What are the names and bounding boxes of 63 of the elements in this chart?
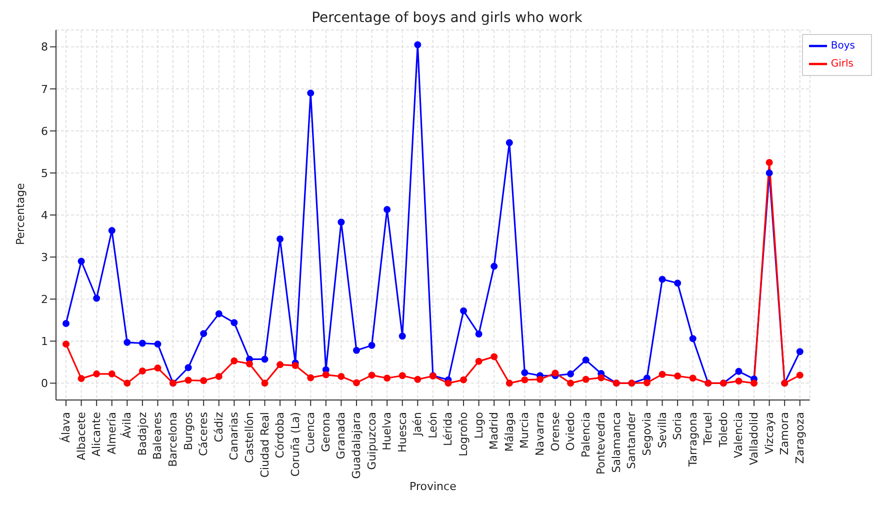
y-tick-label: 2 — [41, 292, 48, 306]
x-tick-label: Coruña (La) — [288, 412, 302, 477]
y-tick-label: 5 — [41, 166, 48, 180]
x-tick-label: Lugo — [472, 412, 486, 439]
x-axis-title: Province — [410, 480, 457, 493]
x-tick-label: Huesca — [396, 412, 409, 453]
x-tick-label: Sevilla — [656, 412, 669, 448]
y-axis-title: Percentage — [14, 182, 27, 245]
x-tick-label: Logroño — [457, 412, 470, 456]
x-tick-label: Guadalajara — [350, 412, 363, 479]
chart-title: Percentage of boys and girls who work — [310, 9, 584, 28]
legend-label: Girls — [830, 58, 854, 70]
y-tick-label: 0 — [41, 377, 48, 390]
x-tick-label: Teruel — [702, 412, 715, 446]
x-tick-label: Navarra — [533, 412, 546, 456]
y-tick-label: 4 — [41, 208, 48, 222]
x-tick-label: Almería — [105, 412, 118, 454]
x-tick-label: Granada — [334, 412, 348, 460]
x-tick-label: Ciudad Real — [258, 412, 272, 478]
x-tick-label: Murcia — [518, 412, 532, 449]
x-tick-label: Toledo — [716, 412, 730, 448]
x-tick-label: Guipuzcoa — [365, 412, 378, 470]
x-tick-label: Pontevedra — [594, 412, 608, 475]
y-tick-label: 7 — [41, 82, 48, 96]
x-tick-label: Segovia — [640, 412, 654, 456]
x-tick-label: Canarias — [228, 412, 241, 460]
x-tick-label: Oviedo — [564, 412, 578, 451]
x-tick-label: Cáceres — [197, 412, 210, 456]
x-tick-label: Cádiz — [212, 412, 226, 442]
x-tick-label: Barcelona — [166, 412, 180, 467]
x-tick-label: Gerona — [319, 412, 332, 452]
x-tick-label: Cuenca — [304, 412, 318, 454]
x-tick-label: Salamanca — [610, 412, 623, 473]
x-tick-label: Ávila — [120, 412, 134, 438]
x-tick-label: Madrid — [488, 412, 501, 450]
x-tick-label: Álava — [58, 412, 72, 443]
x-tick-label: Castellón — [242, 412, 256, 464]
x-tick-label: Huelva — [380, 412, 394, 450]
x-tick-label: Tarragona — [686, 412, 700, 468]
x-tick-label: Baleares — [151, 412, 164, 460]
x-tick-label: Palencia — [579, 412, 592, 458]
x-tick-label: Zamora — [778, 412, 792, 455]
y-tick-label: 8 — [41, 40, 48, 54]
x-tick-label: Jaén — [411, 412, 424, 437]
y-tick-label: 1 — [41, 335, 48, 348]
x-tick-label: Santander — [625, 412, 638, 469]
y-tick-label: 3 — [41, 250, 48, 264]
x-tick-label: Orense — [548, 412, 562, 452]
x-tick-label: Soria — [671, 412, 684, 440]
x-tick-label: Alicante — [90, 412, 104, 456]
x-tick-label: Albacete — [74, 412, 88, 460]
x-tick-label: Lérida — [442, 412, 455, 446]
x-tick-label: Córdoba — [274, 412, 287, 458]
x-tick-label: Vizcaya — [762, 412, 776, 454]
y-tick-label: 6 — [41, 124, 48, 138]
legend-label: Boys — [830, 40, 855, 52]
x-tick-label: Valencia — [732, 412, 746, 458]
x-tick-label: Valladolid — [748, 412, 761, 466]
x-tick-label: Zaragoza — [793, 412, 806, 464]
x-tick-label: Burgos — [182, 412, 195, 450]
x-tick-label: Málaga — [502, 412, 516, 452]
x-tick-label: Badajoz — [136, 412, 149, 456]
x-tick-label: León — [426, 412, 440, 438]
